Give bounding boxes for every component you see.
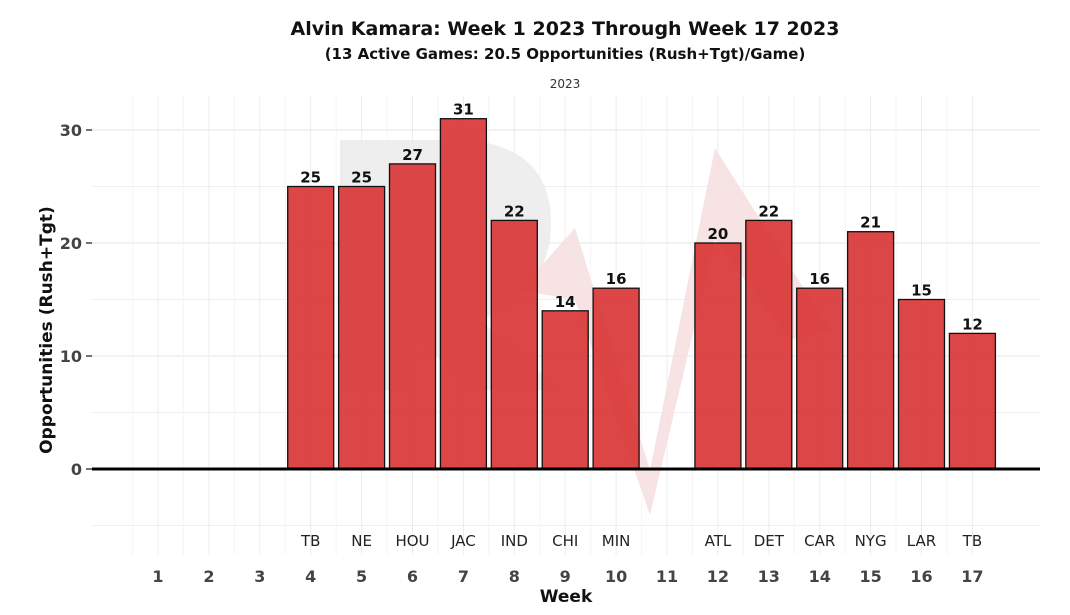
opponent-label: TB <box>300 532 320 550</box>
bar-value-label: 21 <box>860 214 881 232</box>
x-tick-label: 17 <box>961 567 983 586</box>
bar-value-label: 22 <box>758 202 779 220</box>
chart-subtitle: (13 Active Games: 20.5 Opportunities (Ru… <box>324 45 806 63</box>
bar-week-15 <box>846 231 895 470</box>
bar-week-4 <box>287 185 335 470</box>
value-labels: 25 25 27 31 22 14 16 20 22 16 21 15 12 <box>300 101 983 334</box>
bar-week-7 <box>439 118 488 470</box>
x-tick-label: 14 <box>809 567 831 586</box>
x-tick-label: 13 <box>758 567 780 586</box>
x-tick-label: 4 <box>305 567 316 586</box>
bar-week-9 <box>541 310 589 470</box>
x-axis-title: Week <box>540 587 593 607</box>
bar-value-label: 16 <box>606 270 627 288</box>
bar-value-label: 20 <box>707 225 728 243</box>
bar-value-label: 16 <box>809 270 830 288</box>
x-tick-label: 2 <box>203 567 214 586</box>
bar-week-6 <box>388 163 437 470</box>
x-tick-label: 11 <box>656 567 678 586</box>
x-tick-label: 15 <box>859 567 881 586</box>
bar-week-14 <box>796 287 844 470</box>
x-tick-label: 12 <box>707 567 729 586</box>
x-tick-label: 5 <box>356 567 367 586</box>
bar-week-17 <box>948 332 997 470</box>
y-tick-label: 10 <box>60 347 82 366</box>
opponent-label: DET <box>754 532 785 550</box>
bar-week-12 <box>694 242 742 470</box>
x-tick-label: 8 <box>509 567 520 586</box>
opponent-label: LAR <box>907 532 936 550</box>
x-tick-label: 3 <box>254 567 265 586</box>
y-tick-label: 0 <box>71 460 82 479</box>
x-tick-label: 10 <box>605 567 627 586</box>
bar-week-10 <box>592 287 640 470</box>
chart-title: Alvin Kamara: Week 1 2023 Through Week 1… <box>290 18 840 40</box>
x-tick-label: 1 <box>152 567 163 586</box>
bar-value-label: 27 <box>402 146 423 164</box>
bar-week-8 <box>490 219 538 470</box>
opponent-label: NYG <box>855 532 887 550</box>
bar-value-label: 25 <box>300 169 321 187</box>
bars <box>287 118 997 470</box>
opponent-label: HOU <box>395 532 429 550</box>
bar-value-label: 12 <box>962 315 983 333</box>
x-tick-label: 6 <box>407 567 418 586</box>
bar-value-label: 31 <box>453 101 474 119</box>
y-axis-title: Opportunities (Rush+Tgt) <box>37 206 57 454</box>
opponent-label: CHI <box>552 532 578 550</box>
facet-label: 2023 <box>549 77 581 91</box>
opponent-label: CAR <box>804 532 835 550</box>
opponent-label: ATL <box>705 532 732 550</box>
bar-value-label: 14 <box>555 293 576 311</box>
bar-week-5 <box>337 185 386 470</box>
x-tick-label: 16 <box>910 567 932 586</box>
bar-value-label: 22 <box>504 202 525 220</box>
opponent-label: JAC <box>450 532 476 550</box>
x-tick-label: 9 <box>560 567 571 586</box>
bar-value-label: 15 <box>911 282 932 300</box>
x-tick-label: 7 <box>458 567 469 586</box>
y-tick-label: 20 <box>60 234 82 253</box>
opponent-label: TB <box>962 532 982 550</box>
bar-value-label: 25 <box>351 169 372 187</box>
bar-week-16 <box>897 298 946 470</box>
grid-lines <box>92 96 1040 555</box>
opponent-label: MIN <box>602 532 631 550</box>
y-tick-label: 30 <box>60 121 82 140</box>
opponent-label: IND <box>501 532 528 550</box>
bar-week-13 <box>745 219 793 470</box>
opponent-label: NE <box>351 532 372 550</box>
